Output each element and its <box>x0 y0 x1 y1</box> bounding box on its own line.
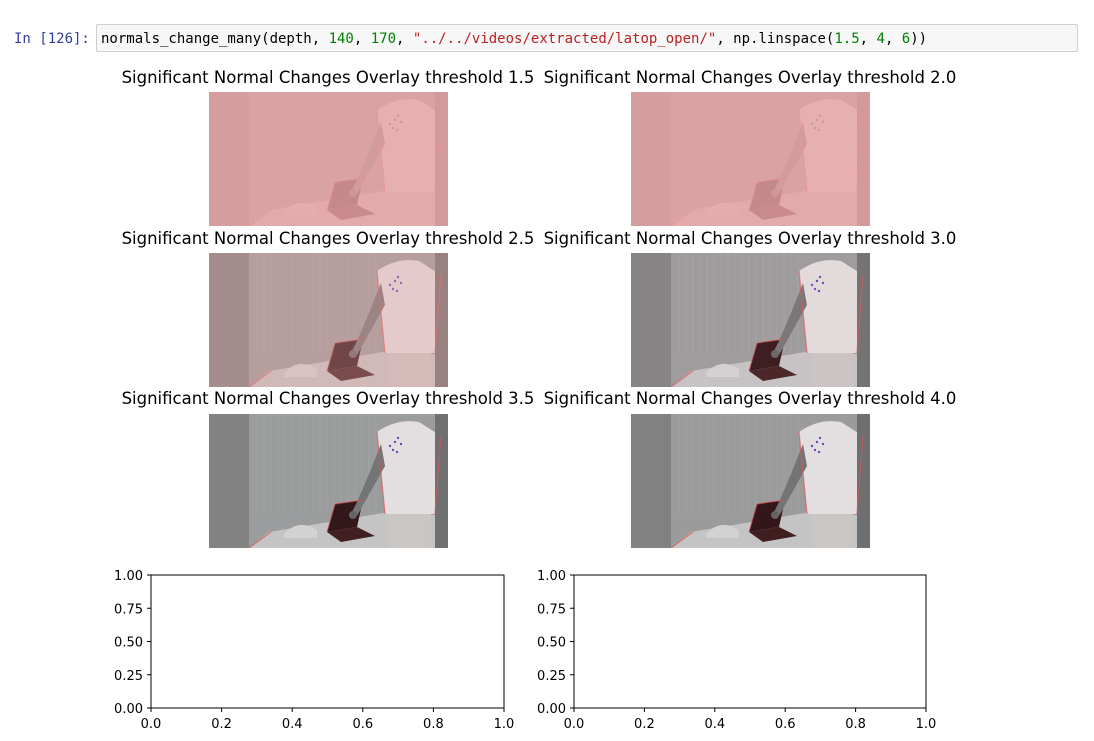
overlay-title: Significant Normal Changes Overlay thres… <box>121 229 535 248</box>
y-tick-label: 0.25 <box>114 669 143 684</box>
x-tick-label: 0.2 <box>211 717 232 732</box>
code-token: 140 <box>328 31 354 47</box>
x-tick-label: 1.0 <box>916 717 937 732</box>
axes-frame <box>150 574 505 709</box>
x-tick-label: 0.8 <box>845 717 866 732</box>
code-token: , <box>353 31 371 47</box>
overlay-image <box>209 253 448 387</box>
x-tick-label: 0.0 <box>564 717 585 732</box>
x-tick-label: 0.4 <box>704 717 725 732</box>
overlay-image <box>631 253 870 387</box>
overlay-title: Significant Normal Changes Overlay thres… <box>121 389 535 408</box>
axes-frame <box>573 574 927 709</box>
empty-axes-2: 0.0 0.2 0.4 0.6 0.8 1.0 0.00 0.25 0.50 0.75 1.00 <box>537 569 936 732</box>
code-token: "../../videos/extracted/latop_open/" <box>412 31 717 47</box>
overlay-title: Significant Normal Changes Overlay thres… <box>121 68 535 87</box>
code-token: , np.linspace( <box>716 31 835 47</box>
code-token: 4 <box>876 31 885 47</box>
code-token: 1.5 <box>834 31 860 47</box>
x-tick-label: 0.6 <box>352 717 373 732</box>
x-tick-label: 0.8 <box>423 717 444 732</box>
overlay-title: Significant Normal Changes Overlay thres… <box>543 389 957 408</box>
x-tick-label: 0.4 <box>282 717 303 732</box>
y-tick-label: 1.00 <box>114 569 143 584</box>
code-token: normals_change_many(depth, <box>101 31 329 47</box>
code-cell-editor[interactable]: normals_change_many(depth, 140, 170, "..… <box>96 24 1078 52</box>
y-tick-label: 0.50 <box>537 636 566 651</box>
x-tick-label: 0.2 <box>634 717 655 732</box>
y-tick-label: 0.00 <box>537 702 566 717</box>
cell-prompt: In [126]: <box>14 31 90 47</box>
code-token: , <box>396 31 413 47</box>
x-tick-label: 0.0 <box>141 717 162 732</box>
code-token: , <box>884 31 902 47</box>
code-token: 170 <box>370 31 397 47</box>
overlay-title: Significant Normal Changes Overlay thres… <box>543 229 957 248</box>
code-token: , <box>859 31 877 47</box>
code-token: 6 <box>901 31 911 47</box>
y-tick-label: 0.25 <box>537 669 566 684</box>
overlay-image <box>631 414 870 548</box>
empty-axes-1: 0.0 0.2 0.4 0.6 0.8 1.0 0.00 0.25 0.50 0.75 1.00 <box>114 569 514 732</box>
overlay-image <box>631 92 870 226</box>
overlay-image <box>209 92 448 226</box>
x-tick-label: 1.0 <box>494 717 515 732</box>
x-tick-label: 0.6 <box>775 717 796 732</box>
y-tick-label: 0.75 <box>537 602 566 617</box>
y-tick-label: 0.50 <box>114 636 143 651</box>
overlay-title: Significant Normal Changes Overlay thres… <box>543 68 957 87</box>
y-tick-label: 0.75 <box>114 602 143 617</box>
y-tick-label: 0.00 <box>114 702 143 717</box>
y-tick-label: 1.00 <box>537 569 566 584</box>
code-token: )) <box>910 31 928 47</box>
overlay-image <box>209 414 448 548</box>
code-line: normals_change_many(depth, 140, 170, "..… <box>101 31 927 47</box>
